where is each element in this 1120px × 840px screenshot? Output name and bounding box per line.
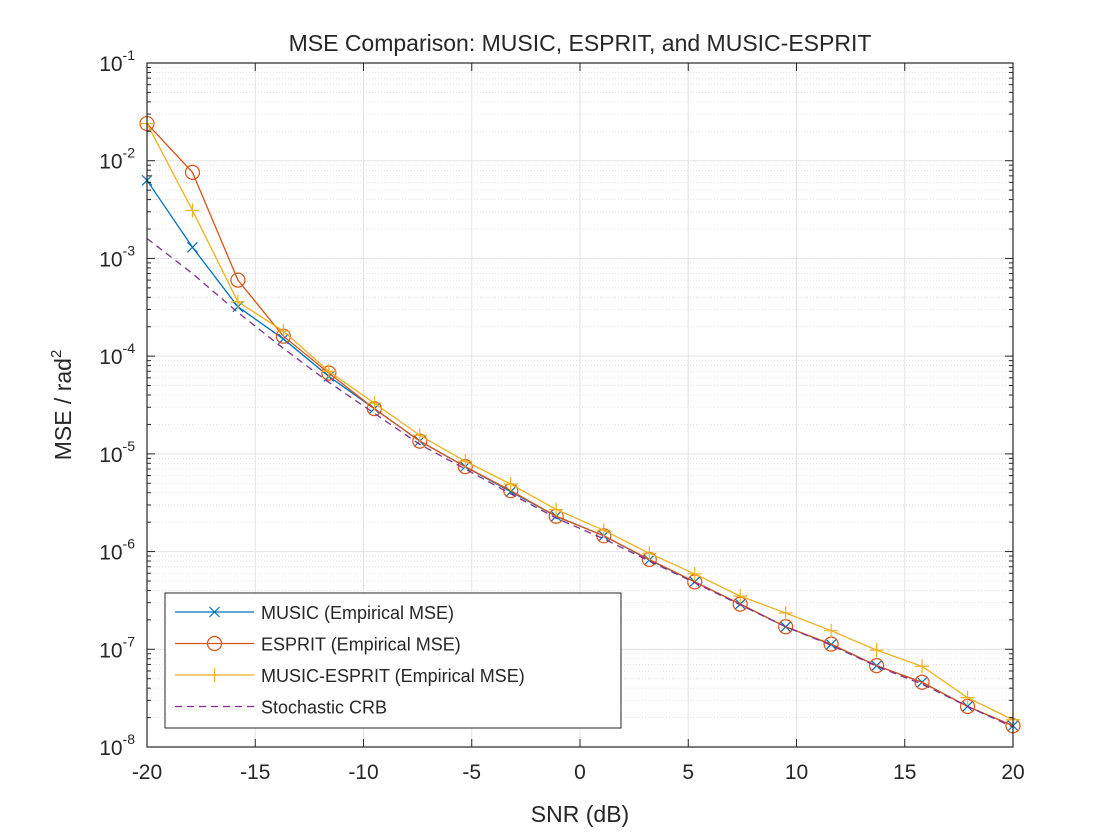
x-tick-label: -20	[132, 761, 162, 784]
x-tick-label: 20	[1001, 761, 1024, 784]
legend-label: MUSIC-ESPRIT (Empirical MSE)	[261, 666, 525, 686]
data-point	[187, 241, 198, 253]
y-tick-label: 10-2	[99, 145, 135, 174]
y-axis-label-exponent: 2	[48, 350, 65, 358]
data-point	[549, 502, 564, 517]
series-line	[146, 123, 1014, 721]
data-point	[596, 523, 611, 538]
x-axis-label: SNR (dB)	[531, 801, 629, 827]
x-tick-label: 15	[893, 761, 916, 784]
data-point	[915, 659, 930, 674]
y-tick-label: 10-5	[99, 438, 135, 467]
data-point	[960, 690, 975, 705]
data-point	[778, 606, 793, 621]
data-point	[230, 294, 245, 309]
legend-label: Stochastic CRB	[261, 698, 387, 718]
data-point	[824, 623, 839, 638]
y-tick-label: 10-1	[99, 47, 135, 76]
series-3	[146, 237, 1014, 728]
data-point	[687, 566, 702, 581]
data-point	[185, 203, 200, 218]
series-line	[146, 237, 1014, 728]
data-point	[869, 643, 884, 658]
y-tick-label: 10-7	[99, 633, 135, 662]
x-tick-label: 10	[785, 761, 808, 784]
plot-series	[139, 115, 1021, 734]
data-point	[642, 546, 657, 561]
legend-label: MUSIC (Empirical MSE)	[261, 603, 454, 623]
x-tick-label: -15	[240, 761, 270, 784]
x-tick-label: -10	[348, 761, 378, 784]
data-point	[184, 164, 201, 180]
data-point	[733, 589, 748, 604]
legend-marker	[209, 606, 220, 618]
data-point	[914, 674, 930, 690]
y-axis-label: MSE / rad2	[48, 350, 76, 461]
data-point	[412, 428, 427, 443]
legend-box	[164, 592, 622, 729]
series-2	[140, 116, 1020, 727]
x-tick-label: -5	[462, 761, 481, 784]
x-tick-label: 0	[574, 761, 586, 784]
data-point	[321, 364, 336, 379]
data-point	[869, 658, 885, 674]
y-tick-label: 10-3	[99, 242, 135, 271]
data-point	[503, 477, 518, 492]
legend-marker	[206, 635, 223, 652]
y-tick-label: 10-4	[99, 340, 135, 369]
axis-ticks: -20 -15 -10 -5 0 5 10 15 20 10-8 10-7 10-6 10-5 10-4 1…	[99, 47, 1024, 784]
legend-marker	[207, 668, 222, 682]
y-axis-label-base: MSE / rad	[50, 358, 76, 460]
chart-title: MSE Comparison: MUSIC, ESPRIT, and MUSIC…	[289, 30, 872, 56]
x-tick-label: 5	[682, 761, 694, 784]
data-point	[276, 324, 291, 339]
data-point	[458, 454, 473, 469]
legend: MUSIC (Empirical MSE) ESPRIT (Empirical M…	[164, 592, 622, 729]
y-tick-label: 10-8	[99, 731, 135, 760]
y-tick-label: 10-6	[99, 536, 135, 565]
legend-label: ESPRIT (Empirical MSE)	[261, 635, 461, 655]
data-point	[367, 396, 382, 411]
data-point	[230, 272, 246, 288]
